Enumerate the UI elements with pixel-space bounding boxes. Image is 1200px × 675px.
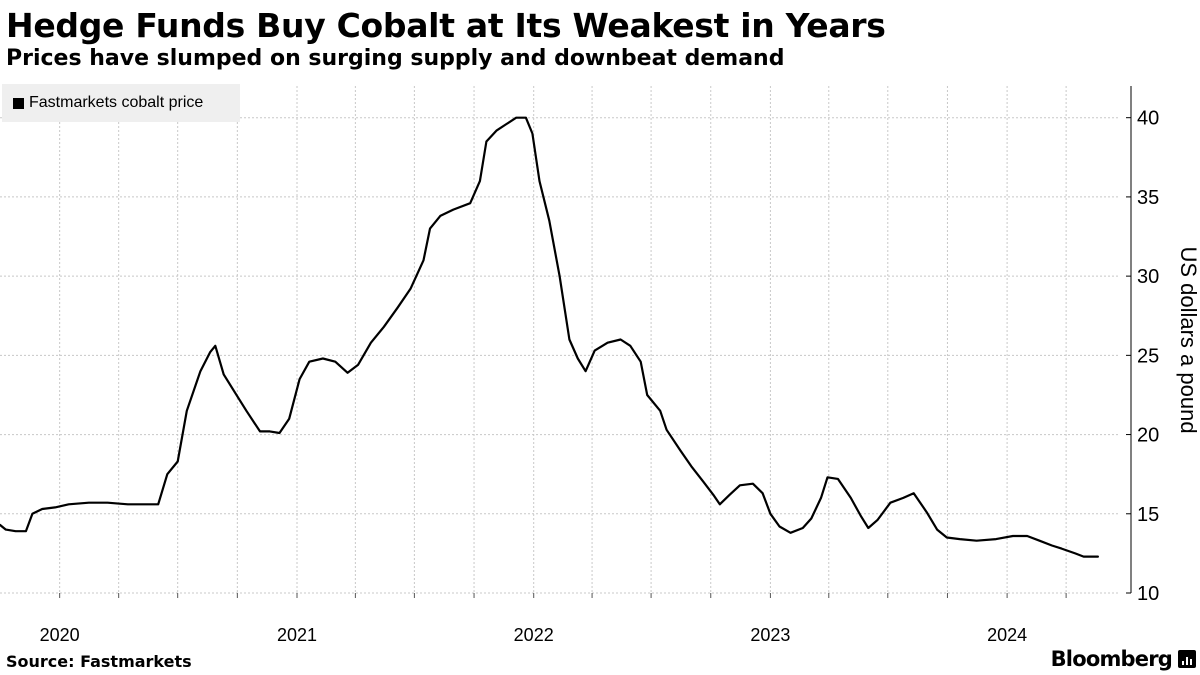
brand-logo: Bloomberg bbox=[1050, 647, 1173, 671]
x-tick-label: 2021 bbox=[277, 625, 317, 645]
series-line bbox=[0, 116, 1099, 558]
y-tick-label: 40 bbox=[1137, 108, 1159, 130]
legend-swatch bbox=[13, 97, 24, 109]
x-tick-label: 2022 bbox=[514, 625, 554, 645]
x-tick-label: 2020 bbox=[40, 625, 80, 645]
series-lines bbox=[0, 116, 1099, 558]
bloomberg-chart-icon bbox=[1178, 650, 1196, 668]
y-tick-label: 10 bbox=[1137, 583, 1159, 605]
y-tick-label: 15 bbox=[1137, 504, 1159, 526]
chart-gridlines bbox=[0, 86, 1118, 594]
y-tick-label: 25 bbox=[1137, 345, 1159, 367]
y-tick-label: 30 bbox=[1137, 266, 1159, 288]
y-axis-label: US dollars a pound bbox=[1176, 246, 1200, 434]
x-tick-label: 2024 bbox=[987, 625, 1027, 645]
legend-label: Fastmarkets cobalt price bbox=[29, 94, 204, 111]
source-note: Source: Fastmarkets bbox=[6, 652, 192, 671]
x-tick-label: 2023 bbox=[750, 625, 790, 645]
y-axis: 10 15 20 25 30 35 40 bbox=[1126, 86, 1159, 605]
y-tick-label: 35 bbox=[1137, 187, 1159, 209]
y-tick-label: 20 bbox=[1137, 425, 1159, 447]
chart-legend: Fastmarkets cobalt price bbox=[2, 84, 240, 122]
x-axis: 2020 2021 2022 2023 2024 bbox=[40, 593, 1067, 645]
chart-subtitle: Prices have slumped on surging supply an… bbox=[6, 46, 785, 71]
chart-title: Hedge Funds Buy Cobalt at Its Weakest in… bbox=[6, 6, 886, 45]
